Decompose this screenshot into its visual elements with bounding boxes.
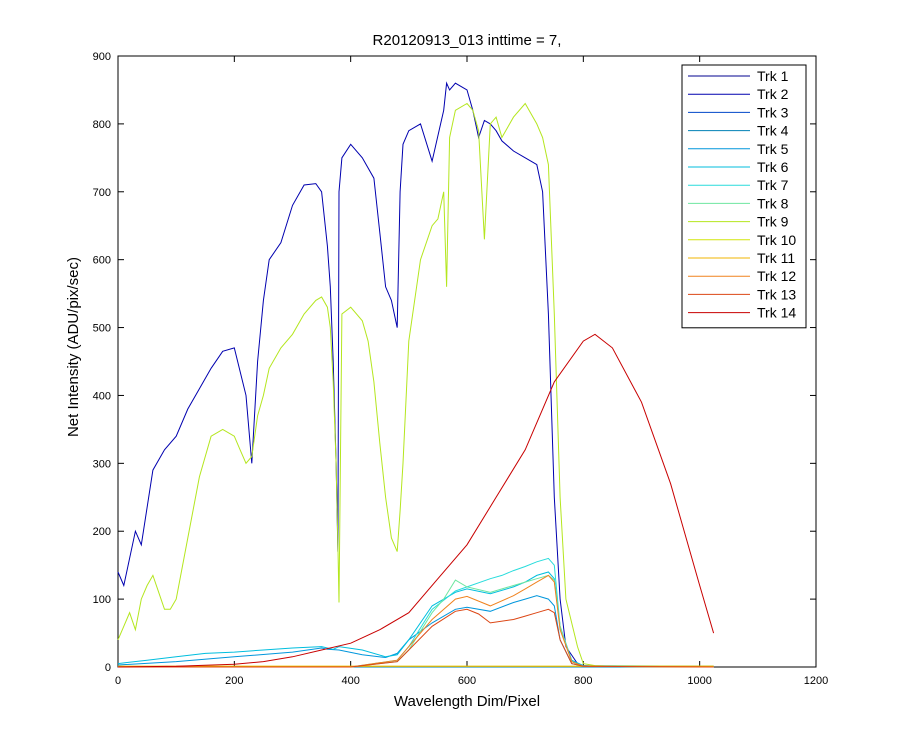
legend-label: Trk 10 <box>757 232 796 248</box>
plot-area: 0 200 400 600 800 1000 1200 0 100 200 300 400 500 600… <box>93 51 829 687</box>
legend-label: Trk 7 <box>757 177 789 193</box>
x-tick-label: 800 <box>574 675 592 687</box>
legend-box <box>681 64 807 329</box>
legend-label: Trk 12 <box>757 268 796 284</box>
y-tick-label: 700 <box>93 187 111 199</box>
legend-label: Trk 2 <box>757 86 789 102</box>
x-tick-label: 1000 <box>687 675 711 687</box>
legend-label: Trk 3 <box>757 104 789 120</box>
y-tick-label: 100 <box>93 594 111 606</box>
series-line-trk-2 <box>117 81 714 667</box>
y-tick-label: 800 <box>93 119 111 131</box>
chart-title: R20120913_013 inttime = 7, <box>373 32 562 49</box>
y-tick-label: 200 <box>93 526 111 538</box>
legend-label: Trk 14 <box>757 305 796 321</box>
legend-label: Trk 5 <box>757 141 789 157</box>
series-line-trk-9 <box>117 102 714 667</box>
legend-label: Trk 4 <box>757 123 789 139</box>
y-tick-label: 300 <box>93 458 111 470</box>
y-tick-label: 400 <box>93 390 111 402</box>
x-tick-label: 1200 <box>804 675 828 687</box>
x-tick-label: 400 <box>341 675 359 687</box>
y-axis-label: Net Intensity (ADU/pix/sec) <box>65 257 82 437</box>
series-line-trk-6 <box>117 571 714 667</box>
x-tick-label: 600 <box>458 675 476 687</box>
x-tick-label: 0 <box>115 675 121 687</box>
series-line-trk-13 <box>118 608 714 668</box>
legend-label: Trk 8 <box>757 195 789 211</box>
y-tick-label: 500 <box>93 323 111 335</box>
series-line-trk-5 <box>117 595 714 667</box>
legend-label: Trk 11 <box>757 250 795 266</box>
series-line-trk-12 <box>118 574 714 668</box>
y-tick-label: 600 <box>93 255 111 267</box>
legend-label: Trk 6 <box>757 159 789 175</box>
legend-label: Trk 13 <box>757 286 796 302</box>
x-axis-label: Wavelength Dim/Pixel <box>394 693 540 710</box>
legend-label: Trk 1 <box>757 68 789 84</box>
legend-label: Trk 9 <box>757 214 789 230</box>
y-tick-label: 900 <box>93 51 111 63</box>
series-line-trk-14 <box>117 333 715 668</box>
x-tick-label: 200 <box>225 675 243 687</box>
y-tick-label: 0 <box>105 662 111 674</box>
